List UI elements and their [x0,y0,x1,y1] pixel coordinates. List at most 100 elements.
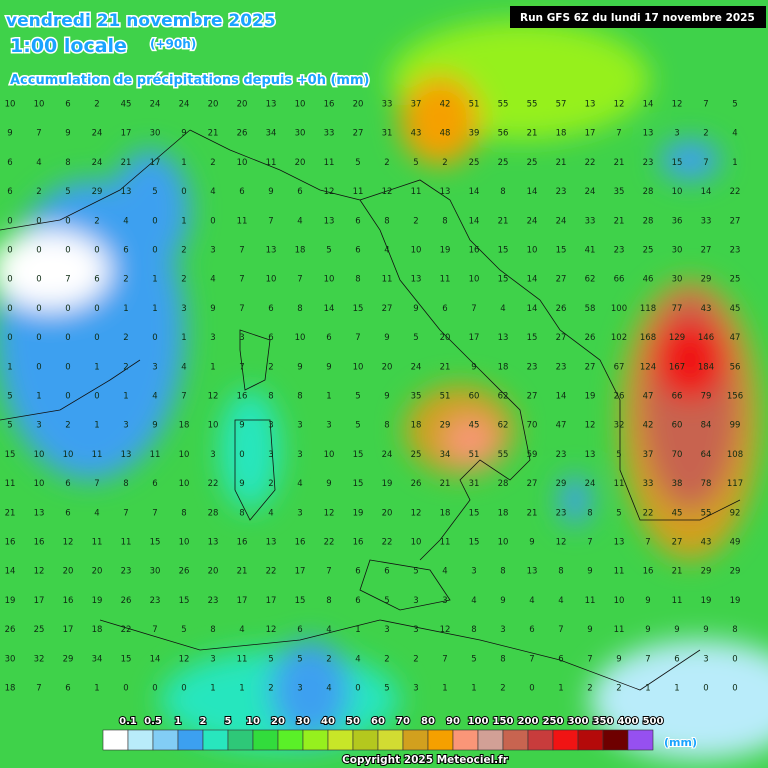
precip-value: 8 [500,187,505,197]
precip-value: 37 [411,100,422,110]
precip-value: 4 [442,567,447,577]
precip-value: 0 [152,333,157,343]
precip-value: 29 [556,479,567,489]
precip-value: 28 [643,187,654,197]
precip-value: 11 [150,450,161,460]
precip-value: 10 [34,100,45,110]
precip-value: 7 [558,625,563,635]
precip-value: 12 [34,567,45,577]
precip-value: 30 [150,567,161,577]
precip-value: 55 [701,508,712,518]
precip-value: 1 [152,304,157,314]
lead-time: (+90h) [150,37,196,51]
precip-value: 8 [384,216,389,226]
precip-value: 9 [384,392,389,402]
precip-value: 33 [701,216,712,226]
precip-value: 21 [440,479,451,489]
legend-swatch [427,729,454,751]
precip-value: 6 [355,216,360,226]
precip-value: 15 [469,508,480,518]
precip-value: 5 [355,158,360,168]
precip-value: 17 [237,596,248,606]
precip-value: 17 [34,596,45,606]
precip-value: 41 [585,246,596,256]
precip-value: 27 [382,304,393,314]
precip-value: 5 [384,596,389,606]
precip-value: 20 [208,567,219,577]
precip-value: 9 [500,596,505,606]
precip-value: 9 [703,625,708,635]
precip-value: 15 [498,246,509,256]
precip-value: 5 [181,625,186,635]
legend-swatch [127,729,154,751]
legend-tick-label: 90 [446,716,460,727]
precip-value: 16 [237,538,248,548]
precip-value: 8 [500,654,505,664]
precip-value: 0 [36,246,41,256]
precip-value: 25 [730,275,741,285]
precip-value: 27 [527,392,538,402]
precip-value: 77 [672,304,683,314]
precip-value: 5 [355,421,360,431]
precip-value: 2 [500,684,505,694]
precip-value: 14 [469,187,480,197]
precip-value: 1 [36,392,41,402]
precip-value: 2 [181,275,186,285]
precip-value: 0 [239,450,244,460]
precip-value: 0 [94,304,99,314]
precip-value: 4 [355,654,360,664]
precip-value: 10 [63,450,74,460]
precip-value: 0 [65,362,70,372]
precip-value: 3 [674,129,679,139]
precip-value: 6 [152,479,157,489]
legend-swatch [377,729,404,751]
legend-tick-label: 10 [246,716,260,727]
precip-value: 55 [498,450,509,460]
legend-swatch [277,729,304,751]
precip-value: 6 [355,567,360,577]
precip-value: 9 [65,129,70,139]
precip-value: 1 [355,625,360,635]
precip-value: 5 [152,187,157,197]
precip-value: 6 [326,333,331,343]
copyright: Copyright 2025 Meteociel.fr [342,754,509,766]
date-title: vendredi 21 novembre 2025 [6,11,276,31]
precip-value: 9 [413,304,418,314]
precip-value: 32 [34,654,45,664]
precip-value: 55 [498,100,509,110]
precip-value: 2 [210,158,215,168]
precip-value: 42 [440,100,451,110]
precip-value: 3 [297,508,302,518]
precip-value: 27 [353,129,364,139]
precip-value: 48 [440,129,451,139]
precip-value: 23 [121,567,132,577]
legend-swatch [602,729,629,751]
precip-value: 1 [442,684,447,694]
precip-value: 12 [585,421,596,431]
precip-value: 7 [36,129,41,139]
precip-value: 7 [471,304,476,314]
precip-value: 31 [382,129,393,139]
precip-value: 2 [587,684,592,694]
precip-value: 18 [411,421,422,431]
precip-value: 12 [382,187,393,197]
precip-value: 15 [295,596,306,606]
precip-value: 16 [353,538,364,548]
precip-value: 34 [92,654,103,664]
precip-value: 1 [210,362,215,372]
precip-value: 7 [326,567,331,577]
legend-tick-label: 2 [200,716,207,727]
legend-swatch [202,729,229,751]
precip-value: 34 [266,129,277,139]
precip-value: 11 [324,158,335,168]
legend-swatch [402,729,429,751]
precip-value: 6 [529,625,534,635]
precip-value: 28 [498,479,509,489]
precip-value: 108 [727,450,743,460]
precip-value: 24 [556,216,567,226]
precip-value: 156 [727,392,743,402]
precip-value: 23 [150,596,161,606]
precip-value: 1 [123,392,128,402]
legend-swatch [152,729,179,751]
precip-value: 11 [614,479,625,489]
